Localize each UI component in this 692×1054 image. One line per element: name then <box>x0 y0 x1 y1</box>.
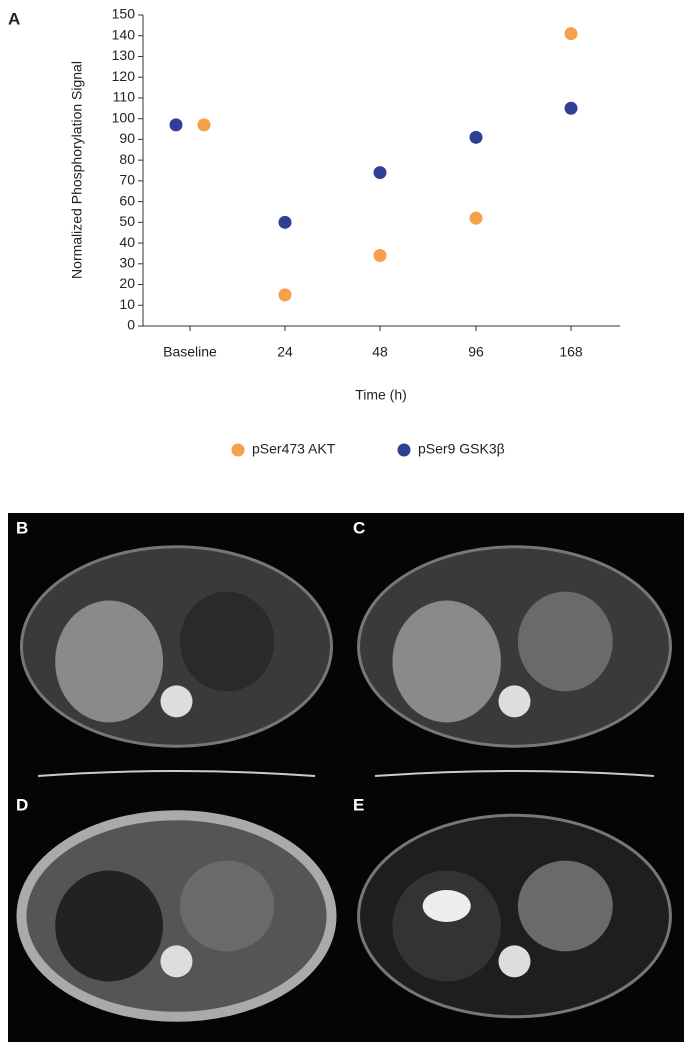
y-axis-label: Normalized Phosphorylation Signal <box>69 61 85 279</box>
x-tick-label: 24 <box>277 344 293 360</box>
scan-spine <box>160 685 193 718</box>
x-tick-label: 168 <box>559 344 583 360</box>
scan-table <box>374 770 655 777</box>
scan-bright <box>422 890 471 922</box>
y-tick-label: 60 <box>119 192 135 208</box>
scan-organ <box>55 600 164 723</box>
panel-label: B <box>16 518 28 537</box>
data-point <box>564 27 578 41</box>
y-tick-label: 80 <box>119 151 135 167</box>
x-tick-label: 96 <box>468 344 484 360</box>
scan-organ <box>392 600 501 723</box>
panel-label: E <box>353 795 364 814</box>
data-point <box>169 118 183 132</box>
panel-label: A <box>8 9 20 28</box>
data-point <box>373 249 387 263</box>
y-tick-label: 110 <box>113 89 136 105</box>
legend-label: pSer9 GSK3β <box>418 441 505 457</box>
image-panels: B C D E <box>8 513 684 1042</box>
data-point <box>373 166 387 180</box>
y-tick-label: 50 <box>119 213 135 229</box>
y-tick-label: 150 <box>112 6 136 22</box>
scan-spine <box>498 685 531 718</box>
x-tick-label: 48 <box>372 344 388 360</box>
scan-spine <box>160 945 193 978</box>
legend-marker <box>231 443 245 457</box>
scan-organ <box>517 591 613 692</box>
data-point <box>469 130 483 144</box>
scan-table <box>37 770 316 777</box>
data-point <box>197 118 211 132</box>
y-tick-label: 120 <box>112 68 136 84</box>
panel-label: D <box>16 795 28 814</box>
x-axis-label: Time (h) <box>355 387 407 403</box>
legend-marker <box>397 443 411 457</box>
y-tick-label: 10 <box>119 296 135 312</box>
y-tick-label: 130 <box>112 47 136 63</box>
x-tick-label: Baseline <box>163 344 217 360</box>
legend-label: pSer473 AKT <box>252 441 336 457</box>
y-tick-label: 40 <box>119 234 135 250</box>
panel-label: C <box>353 518 365 537</box>
scan-organ <box>517 860 613 952</box>
scan-organ <box>55 870 164 982</box>
scan-organ <box>179 860 275 952</box>
scan-organ <box>179 591 275 692</box>
y-tick-label: 0 <box>127 317 135 333</box>
data-point <box>564 101 578 115</box>
y-tick-label: 30 <box>119 255 135 271</box>
data-point <box>278 215 292 229</box>
y-tick-label: 90 <box>119 130 135 146</box>
y-tick-label: 20 <box>119 275 135 291</box>
y-tick-label: 100 <box>112 109 136 125</box>
scan-spine <box>498 945 531 978</box>
data-point <box>278 288 292 302</box>
data-point <box>469 211 483 225</box>
y-tick-label: 70 <box>119 172 135 188</box>
scan-organ <box>392 870 501 982</box>
y-tick-label: 140 <box>112 26 136 42</box>
